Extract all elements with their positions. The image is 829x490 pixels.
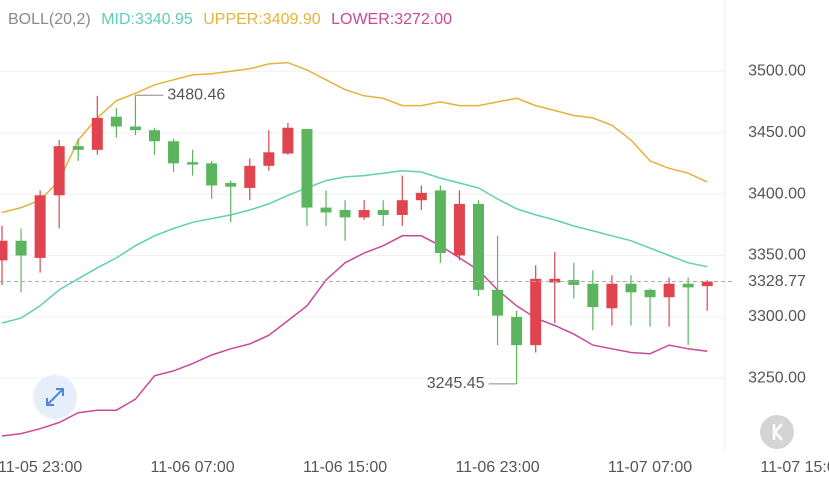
candle-body [587, 283, 599, 308]
candle-body [148, 130, 160, 142]
annotation-label: 3480.46 [167, 86, 225, 103]
candle-body [473, 203, 484, 290]
candle-body [0, 240, 8, 261]
candle-body [606, 283, 618, 309]
candle-body [549, 278, 561, 283]
band-line [1, 61, 708, 214]
candle-body [644, 289, 656, 298]
candle-body [168, 141, 180, 164]
candle-body [91, 117, 103, 150]
x-tick-label: 11-06 23:00 [455, 459, 539, 476]
grid [0, 70, 725, 379]
candle-body [396, 200, 408, 215]
candle-body [682, 283, 694, 288]
candle-body [625, 283, 637, 293]
legend-entry: UPPER:3409.90 [203, 11, 321, 28]
x-tick-label: 11-07 07:00 [608, 459, 692, 476]
candle-body [663, 283, 675, 298]
candle-body [377, 210, 389, 215]
x-tick-label: 11-05 23:00 [0, 459, 82, 476]
band-line [1, 235, 708, 437]
candle-body [206, 163, 218, 186]
candle-body [492, 289, 504, 316]
band-line [1, 169, 708, 324]
candle-body [225, 183, 237, 187]
candle-body [339, 210, 351, 218]
candle-body [511, 316, 523, 346]
expand-button[interactable] [33, 375, 77, 419]
candle-body [282, 127, 294, 154]
annotation-label: 3245.45 [427, 375, 485, 392]
y-tick-label: 3450.00 [748, 124, 806, 141]
candle-body [701, 281, 713, 287]
candle-body [129, 126, 141, 131]
y-tick-label: 3500.00 [748, 62, 806, 79]
y-tick-label: 3350.00 [748, 247, 806, 264]
y-tick-label: 3300.00 [748, 308, 806, 325]
candle-body [53, 146, 65, 196]
y-tick-label: 3250.00 [748, 370, 806, 387]
candle-body [415, 192, 427, 201]
collapse-button[interactable] [760, 415, 794, 449]
candle-body [453, 203, 465, 256]
candle-body [358, 210, 370, 218]
candle-body [110, 116, 122, 127]
x-tick-label: 11-06 15:00 [303, 459, 387, 476]
y-tick-label: 3400.00 [748, 185, 806, 202]
candle-body [568, 280, 580, 285]
candle-body [301, 128, 313, 208]
indicator-name: BOLL(20,2) [8, 11, 91, 28]
plot [0, 61, 735, 437]
candle-body [187, 162, 199, 165]
legend-entry: LOWER:3272.00 [331, 11, 452, 28]
candle-body [15, 240, 27, 256]
last-price-label: 3328.77 [748, 273, 806, 290]
legend-entry: MID:3340.95 [101, 11, 193, 28]
candle-body [434, 190, 446, 254]
candle-body [244, 165, 256, 188]
candle-body [530, 278, 542, 346]
x-tick-label: 11-07 15:00 [760, 459, 829, 476]
legend: BOLL(20,2) MID:3340.95 UPPER:3409.90 LOW… [8, 11, 452, 28]
last-price-box [737, 270, 817, 293]
candle-body [72, 146, 84, 150]
candle-body [263, 152, 275, 166]
candle-body [320, 207, 332, 213]
candle-body [34, 195, 46, 258]
x-tick-label: 11-06 07:00 [150, 459, 234, 476]
